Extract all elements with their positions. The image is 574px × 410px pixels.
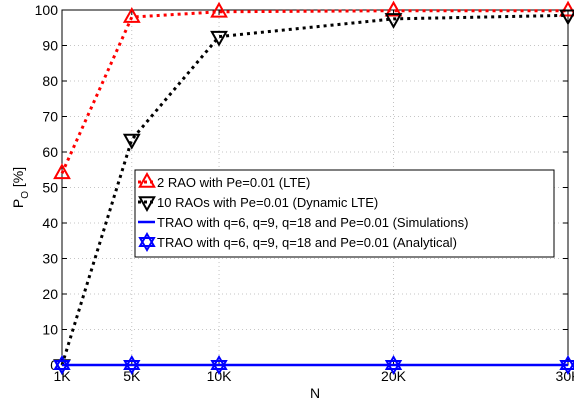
triangle-down-marker — [559, 9, 574, 26]
x-tick-label: 5K — [123, 368, 141, 384]
legend-entry: 10 RAOs with Pe=0.01 (Dynamic LTE) — [138, 195, 378, 213]
hexagram-marker — [138, 232, 156, 252]
hexagram-down-part — [559, 360, 574, 375]
y-tick-label: 70 — [42, 109, 58, 125]
hexagram-marker — [384, 355, 403, 375]
x-axis-label: N — [310, 385, 320, 401]
series-layer — [53, 0, 574, 376]
triangle-down-marker — [122, 133, 141, 150]
legend-label: TRAO with q=6, q=9, q=18 and Pe=0.01 (An… — [157, 235, 457, 250]
hexagram-down-part — [53, 360, 71, 375]
hexagram-marker — [53, 355, 71, 375]
y-tick-label: 90 — [42, 38, 58, 54]
legend-label: 2 RAO with Pe=0.01 (LTE) — [157, 175, 310, 190]
hexagram-marker — [559, 355, 574, 375]
y-tick-label: 60 — [42, 144, 58, 160]
hexagram-up-part — [384, 355, 403, 370]
series-1 — [53, 0, 574, 180]
triangle-down-marker — [138, 196, 156, 213]
triangle-down-marker — [210, 30, 228, 47]
hexagram-up-part — [138, 232, 156, 247]
triangle-down-marker — [384, 13, 403, 29]
y-tick-label: 40 — [42, 215, 58, 231]
hexagram-up-part — [210, 355, 228, 370]
legend-box — [134, 169, 555, 258]
legend-entry: TRAO with q=6, q=9, q=18 and Pe=0.01 (Si… — [138, 215, 468, 230]
hexagram-down-part — [384, 360, 403, 375]
x-tick-label: 30K — [556, 368, 574, 384]
y-tick-label: 20 — [42, 286, 58, 302]
x-tick-label: 10K — [207, 368, 233, 384]
triangle-up-marker — [53, 163, 71, 180]
y-tick-label: 50 — [42, 180, 58, 196]
y-tick-label: 80 — [42, 73, 58, 89]
triangle-up-marker — [384, 0, 403, 17]
triangle-up-marker — [210, 1, 228, 18]
series-4 — [53, 355, 574, 375]
hexagram-up-part — [559, 355, 574, 370]
triangle-up-marker — [122, 7, 141, 23]
legend-label: TRAO with q=6, q=9, q=18 and Pe=0.01 (Si… — [157, 215, 468, 230]
axes: 0 10 20 30 40 50 60 70 80 90 100 1K 5K 10K 20K 30K N PO [… — [10, 2, 574, 401]
x-tick-label: 20K — [381, 368, 407, 384]
legend: 2 RAO with Pe=0.01 (LTE) 10 RAOs with Pe=… — [134, 169, 555, 258]
y-tick-label: 10 — [42, 322, 58, 338]
legend-entry: 2 RAO with Pe=0.01 (LTE) — [138, 171, 310, 190]
triangle-up-marker — [559, 0, 574, 17]
hexagram-down-part — [210, 360, 228, 375]
series-line — [60, 9, 568, 174]
hexagram-down-part — [138, 237, 156, 252]
hexagram-up-part — [123, 355, 141, 370]
legend-label: 10 RAOs with Pe=0.01 (Dynamic LTE) — [157, 195, 378, 210]
triangle-up-marker — [138, 171, 156, 188]
y-axis-label: PO [%] — [10, 167, 31, 208]
hexagram-marker — [123, 355, 141, 375]
hexagram-down-part — [123, 360, 141, 375]
legend-entry: TRAO with q=6, q=9, q=18 and Pe=0.01 (An… — [138, 232, 457, 252]
x-tick-label: 1K — [53, 368, 71, 384]
hexagram-marker — [210, 355, 228, 375]
hexagram-up-part — [53, 355, 71, 370]
y-tick-label: 100 — [35, 2, 59, 18]
series-line — [60, 13, 569, 366]
y-tick-label: 0 — [50, 357, 58, 373]
y-tick-label: 30 — [42, 251, 58, 267]
